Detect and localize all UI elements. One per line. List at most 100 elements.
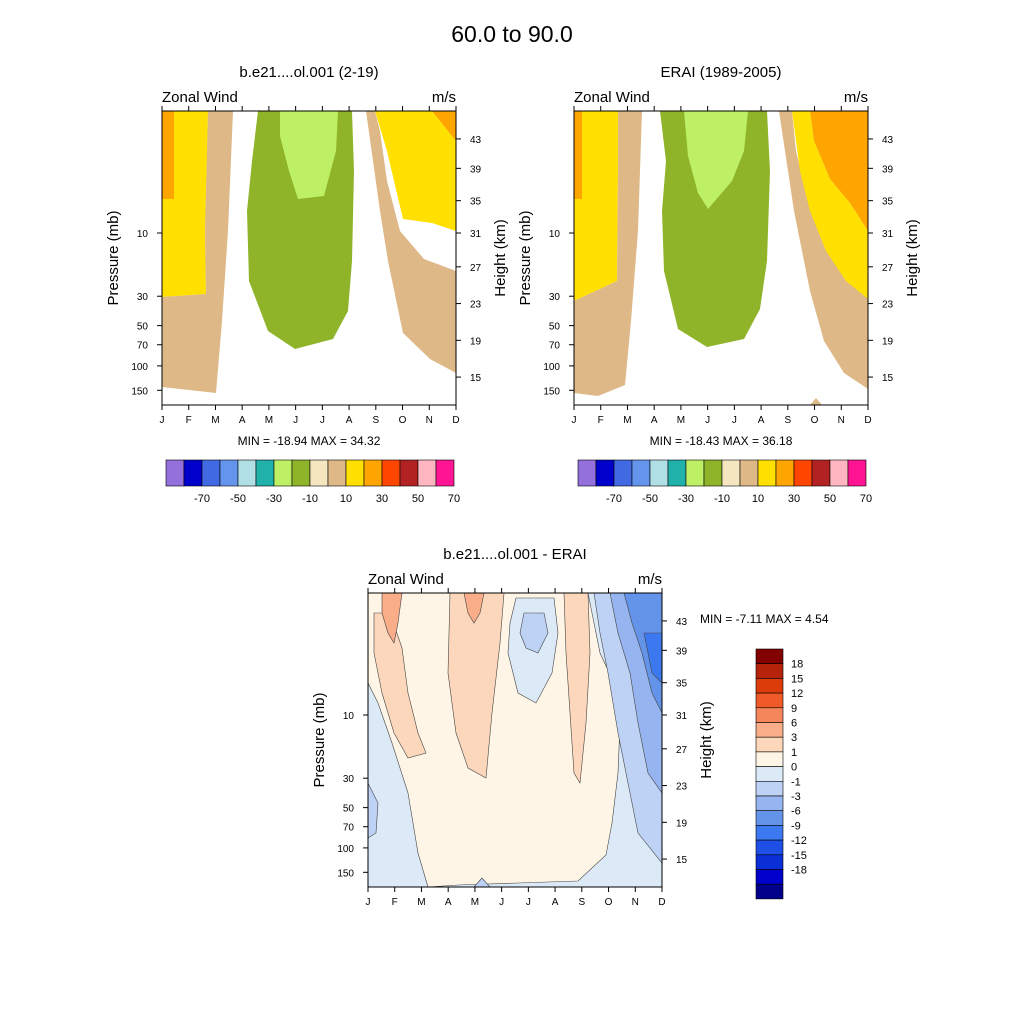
colorbar-label: 9	[791, 703, 797, 715]
month-tick-label: J	[499, 897, 504, 908]
month-tick-label: A	[346, 415, 353, 426]
colorbar-label: -15	[791, 850, 807, 862]
colorbar-swatch	[685, 459, 705, 487]
colorbar-swatch	[755, 678, 784, 694]
height-tick-label: 31	[470, 229, 482, 240]
obs-fill-tan-notch	[810, 398, 822, 405]
colorbar-swatch	[755, 810, 784, 826]
month-tick-label: N	[632, 897, 639, 908]
height-tick-label: 19	[676, 818, 688, 829]
colorbar-swatch	[755, 707, 784, 723]
colorbar-swatch	[577, 459, 597, 487]
height-tick-label: 27	[882, 263, 894, 274]
colorbar-label: -9	[791, 820, 801, 832]
colorbar-swatch	[435, 459, 455, 487]
month-tick-label: F	[186, 415, 192, 426]
colorbar-swatch	[755, 648, 784, 664]
height-tick-label: 31	[676, 711, 688, 722]
height-tick-label: 31	[882, 229, 894, 240]
height-tick-label: 23	[882, 300, 894, 311]
month-tick-label: F	[598, 415, 604, 426]
colorbar-label: 15	[791, 673, 803, 685]
height-tick-label: 43	[676, 617, 688, 628]
pressure-tick-label: 30	[137, 292, 149, 303]
colorbar-swatch	[309, 459, 329, 487]
month-tick-label: J	[732, 415, 737, 426]
colorbar-label: -12	[791, 835, 807, 847]
colorbar-swatch	[755, 883, 784, 900]
pressure-axis-label: Pressure (mb)	[517, 210, 534, 305]
panel-obs-title: ERAI (1989-2005)	[661, 64, 782, 81]
colorbar-swatch	[703, 459, 723, 487]
height-tick-label: 27	[676, 745, 688, 756]
month-tick-label: O	[605, 897, 613, 908]
pressure-tick-label: 10	[549, 229, 561, 240]
obs-fill-orange-right	[810, 111, 868, 231]
obs-fill-orange-left	[574, 111, 582, 199]
month-tick-label: J	[366, 897, 371, 908]
colorbar-swatch	[399, 459, 419, 487]
month-tick-label: A	[239, 415, 246, 426]
colorbar-label: -6	[791, 806, 801, 818]
colorbar-swatch	[757, 459, 777, 487]
month-tick-label: F	[392, 897, 398, 908]
obs-fill-yellow-left	[574, 111, 618, 301]
pressure-tick-label: 30	[343, 774, 355, 785]
colorbar-label: -1	[791, 776, 801, 788]
panel-diff: b.e21....ol.001 - ERAI Zonal Wind m/s MI…	[367, 546, 829, 888]
month-tick-label: N	[426, 415, 433, 426]
panel-diff-min-max: MIN = -7.11 MAX = 4.54	[700, 612, 829, 626]
colorbar-swatch	[219, 459, 239, 487]
obs-fill-lightgreen-core	[684, 111, 748, 209]
pressure-tick-label: 100	[131, 362, 148, 373]
panel-model-plot	[161, 110, 457, 406]
colorbar-label: 70	[860, 493, 872, 505]
model-fill-tan-left	[162, 111, 233, 393]
axes-obs: J F M A M J J A S O N D 10 30 50 70 100 150 43 39 35 31 27 23 19…	[517, 106, 921, 426]
obs-fill-tan-right	[779, 111, 868, 389]
colorbar-label: 1	[791, 747, 797, 759]
panel-model-title: b.e21....ol.001 (2-19)	[239, 64, 378, 81]
height-tick-label: 15	[470, 373, 482, 384]
month-tick-label: O	[811, 415, 819, 426]
diff-fill-small-positive-c	[563, 592, 591, 784]
height-tick-label: 35	[470, 197, 482, 208]
obs-fill-tan-left	[574, 111, 642, 396]
height-tick-label: 27	[470, 263, 482, 274]
pressure-tick-label: 150	[337, 868, 354, 879]
colorbar-swatch	[613, 459, 633, 487]
colorbar-swatch	[775, 459, 795, 487]
height-tick-label: 15	[882, 373, 894, 384]
height-tick-label: 35	[676, 679, 688, 690]
panel-diff-variable-label: Zonal Wind	[368, 571, 444, 588]
axes-diff: J F M A M J J A S O N D 10 30 50 70 100 150 43 39 35 31 27 23 19…	[311, 588, 715, 908]
colorbar-swatch	[755, 692, 784, 709]
colorbar-label: 3	[791, 732, 797, 744]
colorbar-swatch	[755, 825, 784, 841]
month-tick-label: S	[372, 415, 379, 426]
colorbar-swatch	[755, 766, 784, 782]
colorbar-label: -70	[606, 493, 622, 505]
panel-obs-plot	[573, 110, 869, 406]
colorbar-swatch	[739, 459, 759, 487]
colorbar-swatch	[793, 459, 813, 487]
colorbar-swatch	[649, 459, 669, 487]
colorbar-swatch	[345, 459, 365, 487]
colorbar-swatch	[755, 839, 784, 856]
month-tick-label: O	[399, 415, 407, 426]
height-tick-label: 43	[470, 135, 482, 146]
colorbars-layer: -70 -50 -30 -10 10 30 50 70 -70 -50 -30 -10 10 30 50 70…	[165, 459, 872, 900]
pressure-tick-label: 50	[137, 322, 149, 333]
pressure-axis-label: Pressure (mb)	[105, 210, 122, 305]
colorbar-swatch	[381, 459, 401, 487]
colorbar-label: 0	[791, 762, 797, 774]
colorbar-swatch	[417, 459, 437, 487]
colorbar-swatch	[237, 459, 257, 487]
panel-diff-plot	[367, 592, 663, 888]
model-fill-lightgreen-core	[280, 111, 338, 199]
model-fill-orange-right	[432, 111, 456, 141]
colorbar-swatch	[327, 459, 347, 487]
month-tick-label: S	[578, 897, 585, 908]
colorbar-label: 18	[791, 659, 803, 671]
